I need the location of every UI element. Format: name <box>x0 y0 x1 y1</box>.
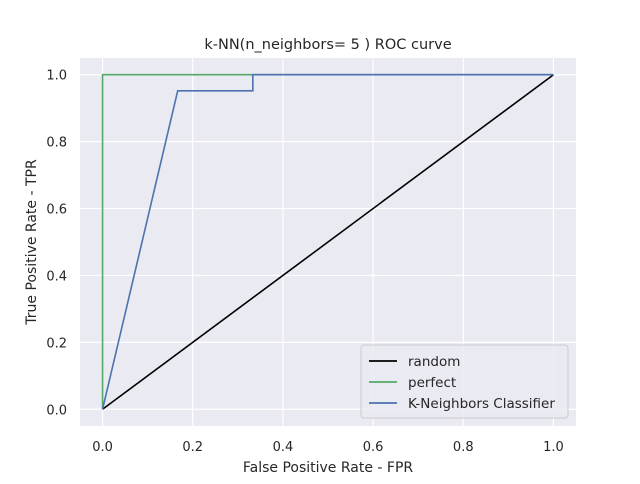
series-line-random <box>102 74 554 410</box>
x-tick-label: 0.0 <box>92 440 113 455</box>
y-axis-label: True Positive Rate - TPR <box>24 159 40 326</box>
y-tick-label: 0.2 <box>46 336 67 351</box>
chart-title: k-NN(n_neighbors= 5 ) ROC curve <box>204 37 451 53</box>
legend-item: perfect <box>369 375 456 391</box>
legend-item: random <box>369 354 460 370</box>
legend-box <box>360 344 569 419</box>
legend: random perfect K-Neighbors Classifier <box>360 344 569 419</box>
tick-labels: 0.0 0.2 0.4 0.6 0.8 1.0 0.0 0.2 0.4 0.6 0.8 1.0 <box>46 69 563 455</box>
y-tick-label: 0.8 <box>46 136 67 151</box>
legend-label: random <box>408 354 460 370</box>
series-line-k-neighbors-classifier <box>101 73 554 410</box>
x-axis-label: False Positive Rate - FPR <box>243 460 414 476</box>
x-tick-label: 0.4 <box>273 440 294 455</box>
y-tick-label: 1.0 <box>46 69 67 84</box>
grid-lines <box>80 58 576 426</box>
x-tick-label: 0.2 <box>182 440 203 455</box>
x-tick-label: 0.8 <box>453 440 474 455</box>
legend-item: K-Neighbors Classifier <box>369 396 555 412</box>
y-tick-label: 0.4 <box>46 269 67 284</box>
series-lines <box>101 73 554 410</box>
y-tick-label: 0.6 <box>46 203 67 218</box>
legend-label: K-Neighbors Classifier <box>408 396 555 412</box>
x-tick-label: 0.6 <box>363 440 384 455</box>
x-tick-label: 1.0 <box>543 440 564 455</box>
legend-label: perfect <box>408 375 456 391</box>
y-tick-label: 0.0 <box>46 403 67 418</box>
legend-items: random perfect K-Neighbors Classifier <box>369 354 555 412</box>
